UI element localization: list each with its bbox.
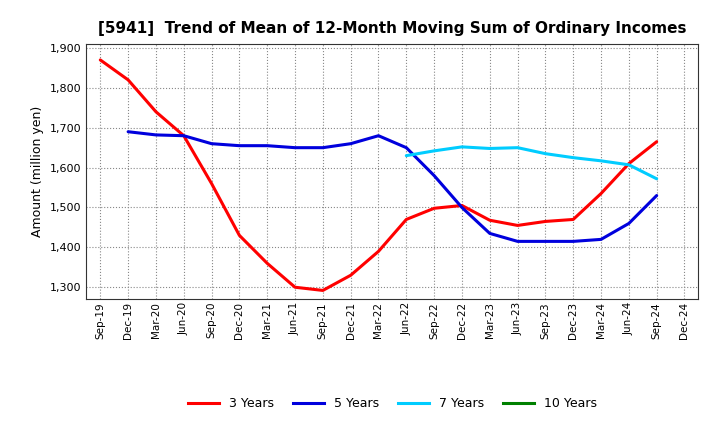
5 Years [541, 239, 550, 244]
3 Years [652, 139, 661, 144]
Line: 3 Years: 3 Years [100, 60, 657, 290]
7 Years [597, 158, 606, 164]
3 Years [179, 133, 188, 138]
7 Years [541, 151, 550, 156]
5 Years [597, 237, 606, 242]
3 Years [235, 233, 243, 238]
3 Years [569, 217, 577, 222]
7 Years [652, 176, 661, 181]
5 Years [513, 239, 522, 244]
7 Years [402, 153, 410, 158]
5 Years [569, 239, 577, 244]
7 Years [458, 144, 467, 150]
Y-axis label: Amount (million yen): Amount (million yen) [32, 106, 45, 237]
Line: 5 Years: 5 Years [128, 132, 657, 242]
3 Years [430, 205, 438, 211]
5 Years [207, 141, 216, 147]
3 Years [374, 249, 383, 254]
3 Years [485, 218, 494, 223]
7 Years [624, 162, 633, 168]
5 Years [458, 205, 467, 210]
5 Years [402, 145, 410, 150]
5 Years [152, 132, 161, 138]
3 Years [152, 109, 161, 114]
3 Years [597, 191, 606, 196]
5 Years [179, 133, 188, 138]
5 Years [263, 143, 271, 148]
5 Years [235, 143, 243, 148]
3 Years [318, 288, 327, 293]
Line: 7 Years: 7 Years [406, 147, 657, 179]
3 Years [96, 57, 104, 62]
7 Years [569, 155, 577, 160]
5 Years [374, 133, 383, 138]
5 Years [485, 231, 494, 236]
5 Years [652, 193, 661, 198]
Legend: 3 Years, 5 Years, 7 Years, 10 Years: 3 Years, 5 Years, 7 Years, 10 Years [183, 392, 602, 415]
3 Years [402, 217, 410, 222]
7 Years [430, 148, 438, 154]
5 Years [624, 221, 633, 226]
7 Years [485, 146, 494, 151]
5 Years [430, 173, 438, 178]
Title: [5941]  Trend of Mean of 12-Month Moving Sum of Ordinary Incomes: [5941] Trend of Mean of 12-Month Moving … [98, 21, 687, 36]
5 Years [124, 129, 132, 134]
3 Years [346, 273, 355, 278]
3 Years [541, 219, 550, 224]
3 Years [624, 161, 633, 166]
5 Years [291, 145, 300, 150]
5 Years [318, 145, 327, 150]
3 Years [513, 223, 522, 228]
3 Years [124, 77, 132, 83]
3 Years [263, 260, 271, 266]
3 Years [291, 285, 300, 290]
3 Years [207, 181, 216, 186]
7 Years [513, 145, 522, 150]
5 Years [346, 141, 355, 147]
3 Years [458, 203, 467, 208]
